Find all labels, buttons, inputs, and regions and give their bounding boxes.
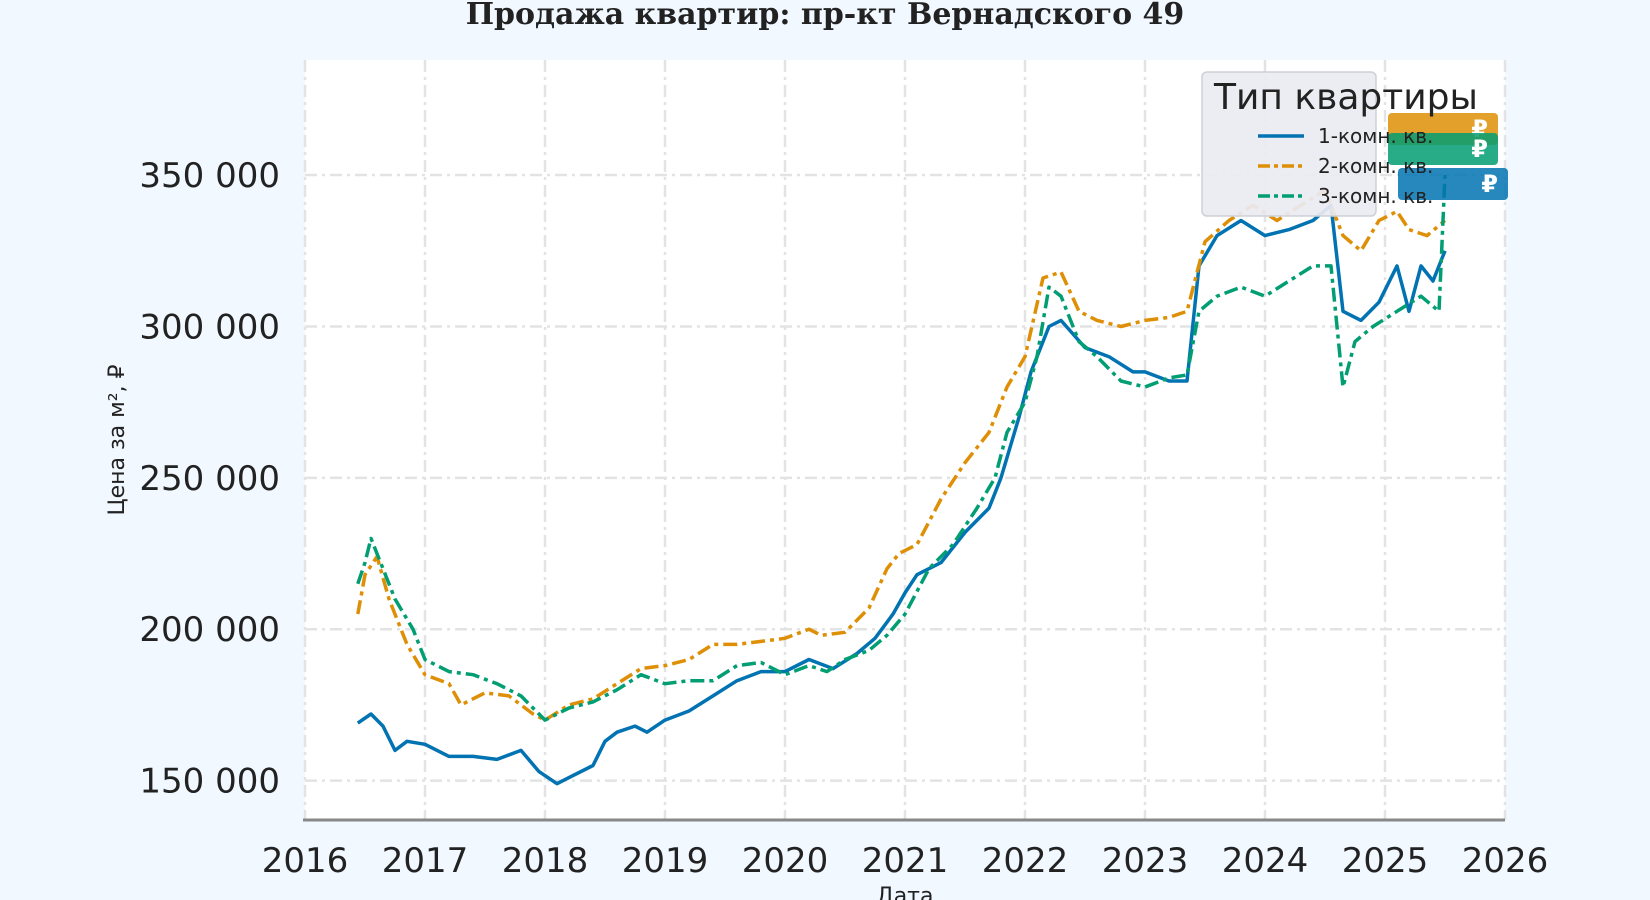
x-tick-label: 2020 (742, 841, 829, 881)
x-tick-label: 2016 (262, 841, 349, 881)
series-line-3 (356, 175, 1447, 722)
legend-title: Тип квартиры (1213, 77, 1478, 118)
x-tick-label: 2021 (862, 841, 949, 881)
x-tick-label: 2017 (382, 841, 469, 881)
end-label-text: ₽ (1481, 170, 1498, 198)
y-tick-label: 150 000 (139, 762, 280, 802)
x-ticks: 2016 2017 2018 2019 2020 2021 2022 2023 2024 2025… (262, 841, 1549, 881)
legend-box (1201, 71, 1377, 217)
legend-label: 3-комн. кв. (1318, 184, 1433, 208)
x-tick-label: 2022 (982, 841, 1069, 881)
end-label-badge (1398, 168, 1508, 200)
x-axis-label: Дата (877, 884, 934, 900)
x-tick-label: 2025 (1342, 841, 1429, 881)
y-ticks: 150 000 200 000 250 000 300 000 350 000 (139, 156, 280, 802)
x-tick-label: 2024 (1222, 841, 1309, 881)
legend: Тип квартиры 1-комн. кв. 2-комн. кв. 3-ком… (1201, 71, 1478, 217)
x-tick-label: 2023 (1102, 841, 1189, 881)
y-tick-label: 300 000 (139, 307, 280, 347)
chart-title: Продажа квартир: пр-кт Вернадского 49 (466, 0, 1185, 32)
end-label-text: ₽ (1471, 135, 1488, 163)
x-tick-label: 2019 (622, 841, 709, 881)
series-lines (356, 175, 1447, 786)
legend-label: 1-комн. кв. (1318, 124, 1433, 148)
y-axis-label: Цена за м², ₽ (105, 364, 130, 515)
end-label-badge (1388, 133, 1498, 165)
y-tick-label: 350 000 (139, 156, 280, 196)
series-line-1 (356, 203, 1447, 786)
x-tick-label: 2026 (1462, 841, 1549, 881)
series-line-2 (356, 188, 1447, 722)
y-tick-label: 250 000 (139, 459, 280, 499)
x-tick-label: 2018 (502, 841, 589, 881)
legend-items: 1-комн. кв. 2-комн. кв. 3-комн. кв. (1258, 124, 1433, 208)
y-tick-label: 200 000 (139, 610, 280, 650)
legend-label: 2-комн. кв. (1318, 154, 1433, 178)
end-labels: ₽₽₽ (1388, 113, 1508, 200)
